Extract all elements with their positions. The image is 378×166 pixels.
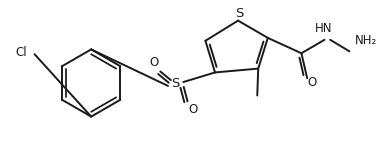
Text: O: O [149, 56, 158, 69]
Text: S: S [235, 7, 243, 20]
Text: S: S [172, 78, 180, 90]
Text: O: O [188, 103, 198, 116]
Text: NH₂: NH₂ [355, 34, 377, 46]
Text: Cl: Cl [15, 46, 27, 59]
Text: HN: HN [315, 22, 332, 35]
Text: O: O [307, 76, 317, 88]
